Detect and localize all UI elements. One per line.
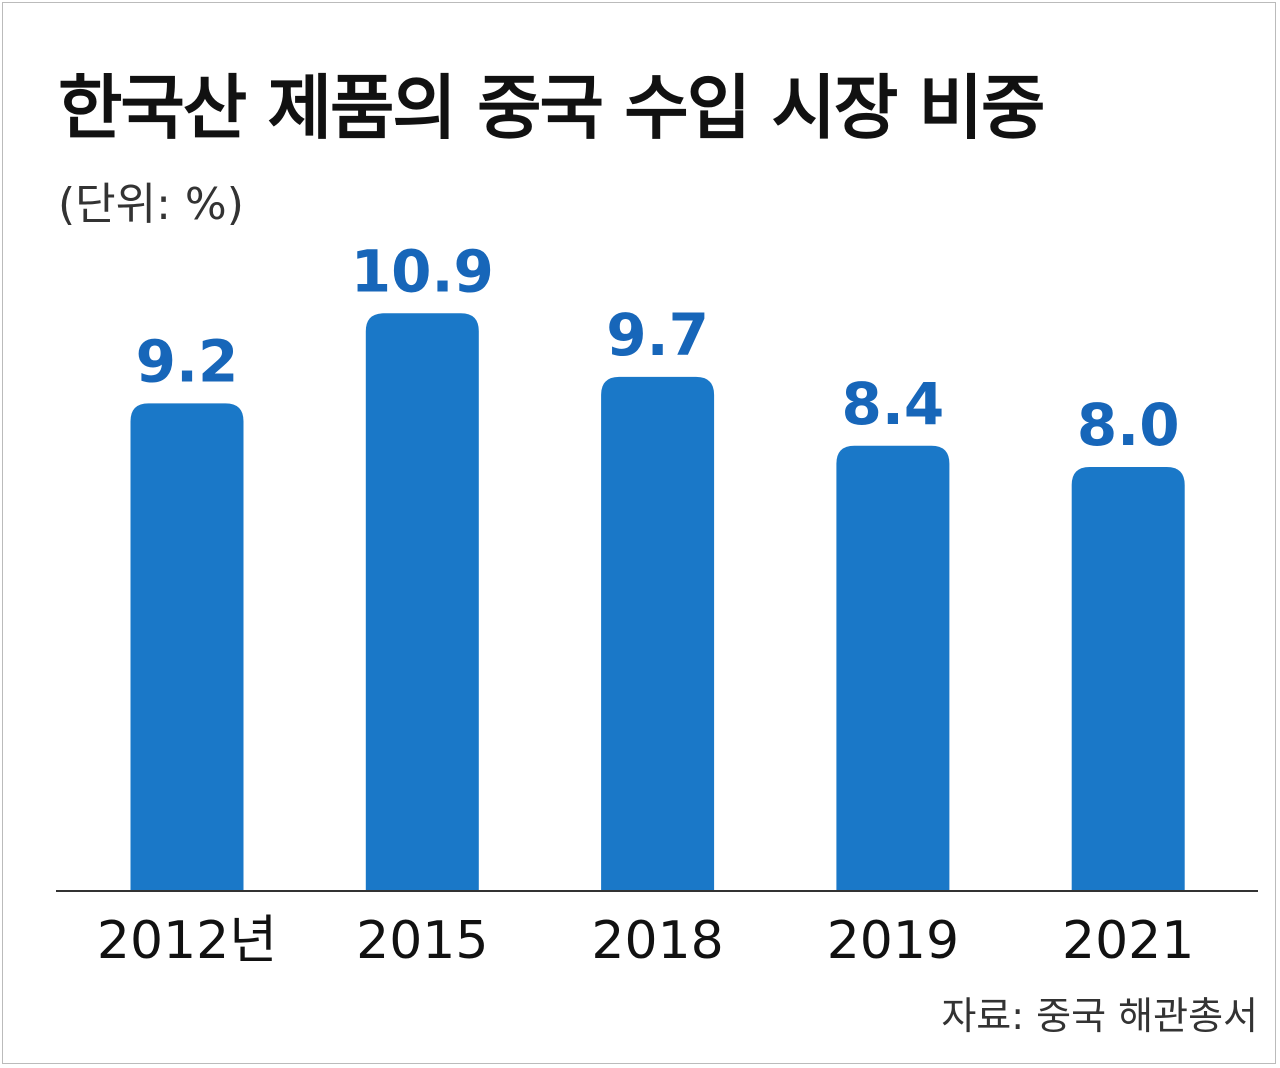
value-label: 10.9 xyxy=(351,237,494,305)
x-tick-label: 2015 xyxy=(356,911,488,971)
value-label: 8.0 xyxy=(1077,391,1180,459)
x-tick-label: 2012년 xyxy=(97,911,277,971)
bar xyxy=(130,403,244,891)
unit-label: (단위: %) xyxy=(58,179,244,230)
bar xyxy=(836,445,950,891)
bar xyxy=(601,376,715,891)
source-label: 자료: 중국 해관총서 xyxy=(941,994,1258,1038)
chart-title: 한국산 제품의 중국 수입 시장 비중 xyxy=(58,67,1045,149)
bar xyxy=(1071,467,1185,891)
value-label: 9.7 xyxy=(606,301,709,369)
x-tick-label: 2021 xyxy=(1062,911,1194,971)
x-tick-label: 2019 xyxy=(827,911,959,971)
value-label: 9.2 xyxy=(136,327,239,395)
value-label: 8.4 xyxy=(842,370,945,438)
x-tick-label: 2018 xyxy=(591,911,723,971)
bar xyxy=(365,313,479,891)
